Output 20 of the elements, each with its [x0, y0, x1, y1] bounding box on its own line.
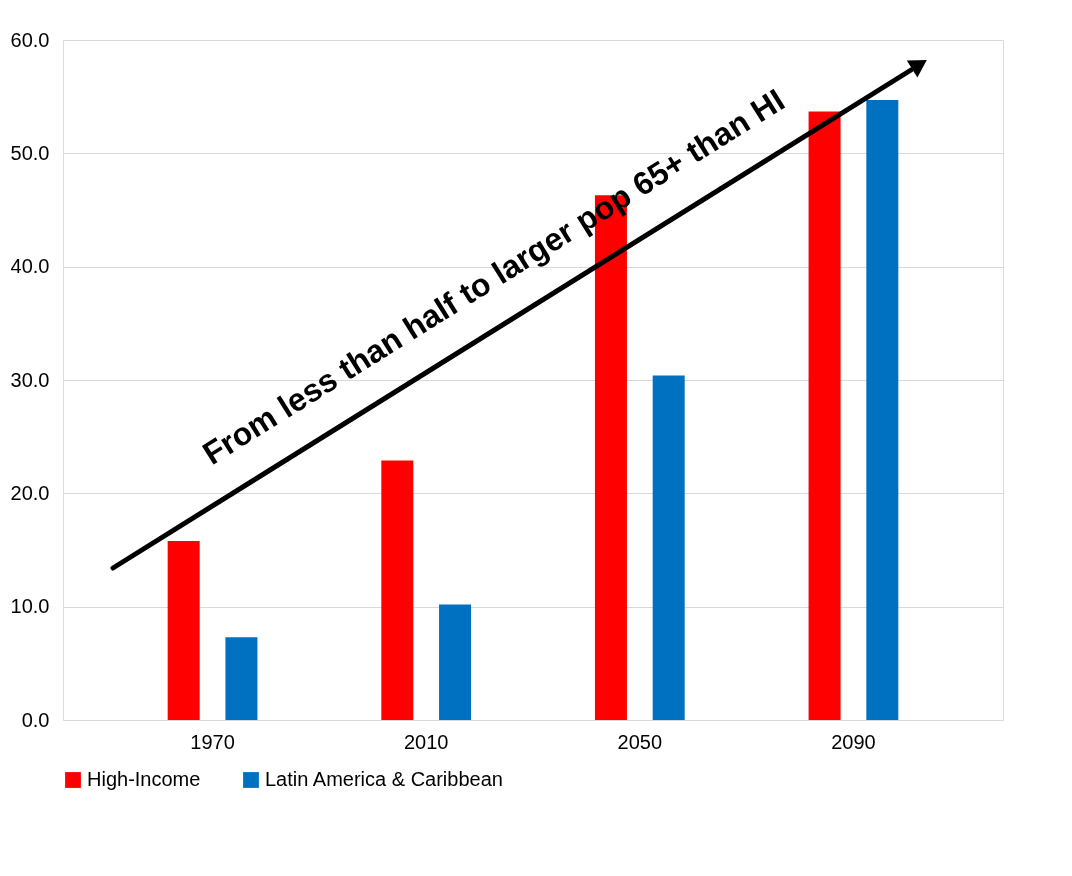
y-tick-label: 60.0: [10, 28, 50, 51]
bar: [866, 100, 899, 720]
x-tick-label: 2090: [831, 730, 876, 753]
x-tick-label: 2050: [617, 730, 663, 753]
y-tick-label: 40.0: [10, 255, 50, 278]
y-tick-label: 20.0: [10, 481, 50, 504]
legend-label: High-Income: [87, 768, 201, 790]
bar: [167, 540, 200, 720]
y-tick-label: 0.0: [21, 708, 50, 731]
bar: [808, 111, 841, 720]
bar: [381, 460, 414, 720]
y-tick-label: 50.0: [10, 141, 50, 164]
legend-label: Latin America & Caribbean: [265, 768, 503, 790]
bar: [652, 375, 685, 720]
bar: [225, 637, 258, 720]
bar: [439, 604, 472, 720]
y-tick-label: 10.0: [10, 595, 50, 618]
x-tick-label: 1970: [190, 730, 235, 753]
x-tick-label: 2010: [403, 730, 449, 753]
y-tick-label: 30.0: [10, 368, 50, 391]
